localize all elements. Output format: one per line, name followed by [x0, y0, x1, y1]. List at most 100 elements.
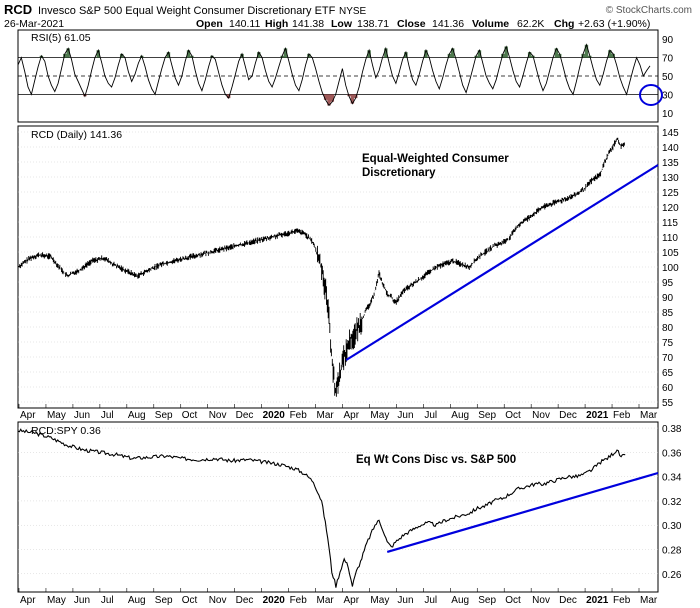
x-axis-label: Feb: [613, 595, 631, 606]
ratio-layer: 0.38 0.36 0.34 0.32 0.30 0.28 0.26: [17, 424, 682, 588]
chg-value: +2.63 (+1.90%): [578, 18, 650, 30]
price-trendline: [345, 164, 659, 361]
price-annotation-line2: Discretionary: [362, 167, 436, 179]
x-axis-label: Sep: [155, 410, 173, 421]
x-axis-layer: Apr May Jun Jul Aug Sep Oct Nov Dec 2020 Feb Mar Apr…: [18, 404, 658, 606]
close-label: Close: [397, 18, 426, 30]
x-axis-label: Oct: [182, 410, 198, 421]
ratio-label: RCD:SPY 0.36: [31, 425, 101, 437]
high-value: 141.38: [292, 18, 324, 30]
symbol: RCD: [4, 2, 32, 17]
x-axis-label: May: [370, 410, 389, 421]
x-axis-label: Mar: [317, 410, 335, 421]
x-axis-label: 2021: [586, 410, 609, 421]
x-axis-label: May: [47, 595, 66, 606]
x-axis-label: Apr: [20, 410, 36, 421]
price-y-tick: 70: [662, 353, 674, 364]
x-axis-label: Aug: [128, 410, 146, 421]
quote-date: 26-Mar-2021: [4, 18, 64, 30]
x-axis-label: Jun: [74, 595, 90, 606]
price-panel: [17, 125, 659, 409]
price-y-tick: 140: [662, 143, 679, 154]
rsi-y-tick: 70: [662, 54, 674, 65]
rsi-highlight-circle: [639, 84, 663, 106]
x-axis-label: 2020: [263, 410, 286, 421]
price-y-tick: 95: [662, 278, 674, 289]
x-axis-label: Nov: [209, 595, 227, 606]
ratio-y-tick: 0.34: [662, 473, 682, 484]
x-axis-label: Dec: [236, 410, 254, 421]
price-y-tick: 105: [662, 248, 679, 259]
price-y-tick: 90: [662, 293, 674, 304]
ratio-annotation: Eq Wt Cons Disc vs. S&P 500: [356, 454, 516, 466]
x-axis-label: Jun: [397, 595, 413, 606]
price-y-tick: 60: [662, 383, 674, 394]
x-axis-label: Oct: [182, 595, 198, 606]
x-axis-label: Sep: [478, 410, 496, 421]
rsi-panel: [17, 29, 659, 123]
price-y-tick: 100: [662, 263, 679, 274]
price-y-tick: 120: [662, 203, 679, 214]
x-axis-label: Jul: [101, 410, 114, 421]
rsi-y-tick: 10: [662, 109, 674, 120]
ratio-y-tick: 0.30: [662, 521, 682, 532]
rsi-y-tick: 30: [662, 90, 674, 101]
x-axis-label: May: [47, 410, 66, 421]
x-axis-label: Apr: [343, 595, 359, 606]
x-axis-label: Nov: [209, 410, 227, 421]
quote-line: Open 140.11 High 141.38 Low 138.71 Close…: [196, 18, 650, 30]
rsi-line: [17, 43, 651, 107]
low-value: 138.71: [357, 18, 389, 30]
x-axis-label: Jun: [397, 410, 413, 421]
x-axis-label: 2020: [263, 595, 286, 606]
price-y-tick: 125: [662, 188, 679, 199]
x-axis-label: Feb: [290, 595, 308, 606]
x-axis-label: Nov: [532, 595, 550, 606]
watermark: © StockCharts.com: [606, 5, 692, 16]
x-axis-label: Jul: [424, 410, 437, 421]
chg-label: Chg: [554, 18, 574, 30]
ratio-panel: [17, 421, 659, 593]
x-axis-label: Oct: [505, 595, 521, 606]
ratio-trendline: [386, 471, 659, 553]
price-y-tick: 75: [662, 338, 674, 349]
high-label: High: [265, 18, 288, 30]
price-y-tick: 145: [662, 128, 679, 139]
rsi-label: RSI(5) 61.05: [31, 32, 91, 44]
ratio-y-tick: 0.26: [662, 570, 682, 581]
price-annotation-line1: Equal-Weighted Consumer: [362, 153, 509, 165]
x-axis-label: Dec: [559, 410, 577, 421]
ratio-y-tick: 0.32: [662, 497, 682, 508]
x-axis-label: Jul: [101, 595, 114, 606]
low-label: Low: [331, 18, 353, 30]
x-axis-label: Aug: [451, 595, 469, 606]
price-y-tick: 115: [662, 218, 678, 229]
x-axis-label: May: [370, 595, 389, 606]
close-value: 141.36: [432, 18, 464, 30]
price-bars: [17, 137, 625, 397]
x-axis-label: Dec: [236, 595, 254, 606]
x-axis-label: Feb: [613, 410, 631, 421]
price-label: RCD (Daily) 141.36: [31, 129, 122, 141]
rsi-y-tick: 50: [662, 72, 674, 83]
x-axis-label: Sep: [155, 595, 173, 606]
x-axis-label: Feb: [290, 410, 308, 421]
price-y-tick: 85: [662, 308, 674, 319]
ratio-y-tick: 0.36: [662, 448, 682, 459]
ratio-y-tick: 0.28: [662, 546, 682, 557]
x-axis-label: Apr: [20, 595, 36, 606]
x-axis-label: Mar: [640, 410, 658, 421]
ratio-line: [17, 428, 626, 588]
price-y-tick: 55: [662, 398, 674, 409]
price-y-tick: 130: [662, 173, 679, 184]
exchange: NYSE: [339, 6, 367, 17]
x-axis-label: Sep: [478, 595, 496, 606]
x-axis-label: Mar: [640, 595, 658, 606]
price-layer: 145 140 135 130 125 120 115 110 105 100 95 90 85 80 75…: [17, 128, 679, 409]
x-axis-label: Nov: [532, 410, 550, 421]
x-axis-label: Apr: [343, 410, 359, 421]
price-y-tick: 110: [662, 233, 678, 244]
price-y-tick: 135: [662, 158, 679, 169]
x-axis-label: Oct: [505, 410, 521, 421]
